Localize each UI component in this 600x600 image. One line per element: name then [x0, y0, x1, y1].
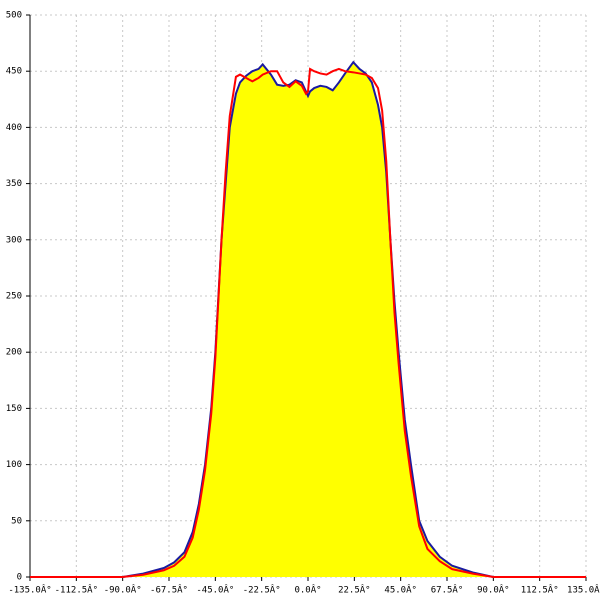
x-tick-label: -112.5Â°: [55, 584, 98, 596]
y-tick-label: 200: [6, 348, 22, 358]
y-tick-label: 100: [6, 460, 22, 470]
x-tick-label: 67.5Â°: [431, 584, 464, 596]
x-tick-label: -22.5Â°: [243, 584, 281, 596]
y-tick-label: 400: [6, 123, 22, 133]
x-tick-label: -45.0Â°: [196, 584, 234, 596]
y-tick-label: 450: [6, 67, 22, 77]
y-tick-label: 350: [6, 179, 22, 189]
x-tick-label: 90.0Â°: [477, 584, 510, 596]
x-tick-label: -90.0Â°: [104, 584, 142, 596]
x-tick-label: 22.5Â°: [338, 584, 371, 596]
x-tick-label: 135.0Â°: [567, 584, 600, 596]
x-tick-label: 112.5Â°: [521, 584, 559, 596]
x-tick-label: 45.0Â°: [384, 584, 417, 596]
y-tick-label: 250: [6, 292, 22, 302]
y-tick-label: 50: [11, 516, 22, 526]
x-tick-label: -67.5Â°: [150, 584, 188, 596]
area-fill: [30, 62, 586, 577]
y-tick-label: 150: [6, 404, 22, 414]
y-tick-label: 500: [6, 11, 22, 21]
y-tick-label: 300: [6, 235, 22, 245]
x-tick-label: 0.0Â°: [294, 584, 321, 596]
y-tick-label: 0: [17, 573, 22, 583]
x-tick-label: -135.0Â°: [8, 584, 51, 596]
series-line: [30, 67, 586, 578]
